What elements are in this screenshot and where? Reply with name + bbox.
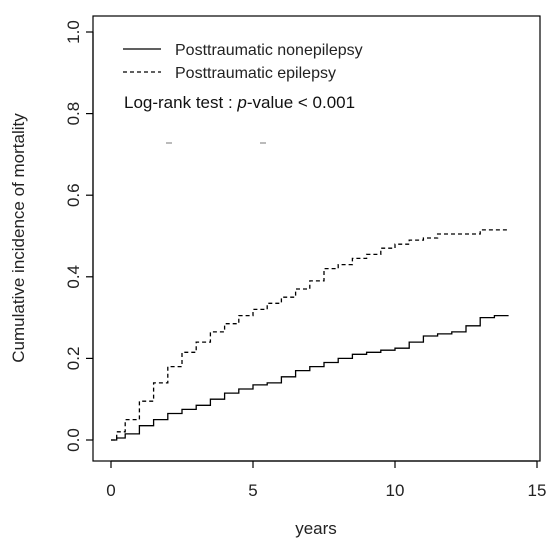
y-tick-label: 0.4 (64, 265, 83, 289)
y-tick-label: 0.8 (64, 102, 83, 126)
legend-label-epilepsy: Posttraumatic epilepsy (175, 65, 336, 82)
logrank-p: p (236, 93, 246, 112)
logrank-prefix: Log-rank test : (124, 93, 237, 112)
logrank-suffix: -value < 0.001 (247, 93, 355, 112)
x-axis-label: years (295, 519, 337, 538)
x-axis: 0 5 10 15 (106, 460, 547, 500)
y-tick-label: 0.2 (64, 347, 83, 371)
x-tick-label: 5 (248, 481, 257, 500)
y-axis: 0.0 0.2 0.4 0.6 0.8 1.0 (64, 20, 94, 452)
y-tick-label: 0.6 (64, 183, 83, 207)
x-tick-label: 15 (528, 481, 547, 500)
y-axis-label: Cumulative incidence of mortality (9, 113, 28, 363)
series-line-epilepsy (111, 229, 509, 441)
y-tick-label: 1.0 (64, 20, 83, 44)
series-layer (111, 229, 509, 441)
logrank-annotation: Log-rank test : p-value < 0.001 (124, 93, 355, 112)
legend-label-nonepilepsy: Posttraumatic nonepilepsy (175, 42, 363, 59)
x-tick-label: 0 (106, 481, 115, 500)
y-tick-label: 0.0 (64, 428, 83, 452)
plot-frame (92, 15, 541, 462)
legend: Posttraumatic nonepilepsy Posttraumatic … (123, 42, 363, 82)
x-tick-label: 10 (386, 481, 405, 500)
series-line-nonepilepsy (111, 314, 509, 441)
